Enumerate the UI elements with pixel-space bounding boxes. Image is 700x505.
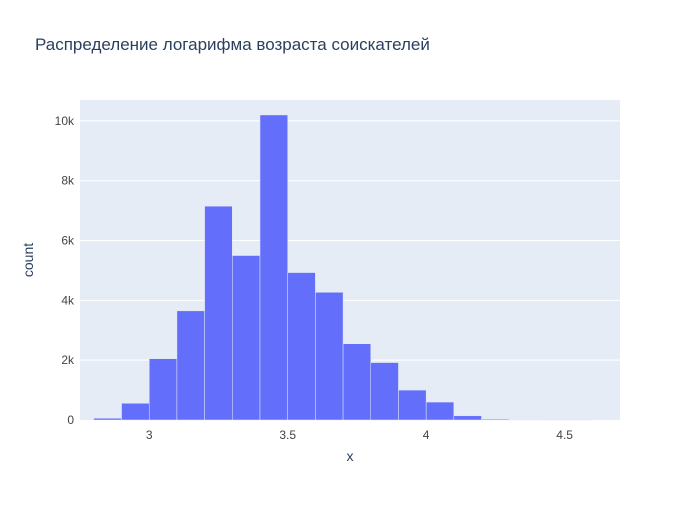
y-tick-label: 2k bbox=[61, 353, 75, 367]
histogram-bar bbox=[454, 416, 482, 420]
y-tick-label: 10k bbox=[55, 114, 75, 128]
y-tick-label: 0 bbox=[67, 413, 74, 427]
histogram-bar bbox=[205, 206, 233, 420]
histogram-bar bbox=[315, 292, 343, 420]
histogram-bar bbox=[177, 311, 205, 420]
histogram-bar bbox=[232, 256, 260, 420]
y-axis-ticks: 0 2k 4k 6k 8k 10k bbox=[55, 114, 75, 427]
histogram-bar bbox=[426, 402, 454, 420]
histogram-bar bbox=[371, 363, 399, 420]
x-tick-label: 4 bbox=[423, 428, 430, 442]
x-tick-label: 4.5 bbox=[556, 428, 573, 442]
histogram-bar bbox=[398, 390, 426, 420]
x-axis-ticks: 3 3.5 4 4.5 bbox=[146, 428, 573, 442]
y-tick-label: 8k bbox=[61, 174, 75, 188]
x-tick-label: 3 bbox=[146, 428, 153, 442]
y-axis-label: count bbox=[20, 243, 36, 277]
histogram-bar bbox=[288, 273, 316, 420]
histogram-bar bbox=[122, 403, 150, 420]
y-tick-label: 6k bbox=[61, 234, 75, 248]
histogram-bar bbox=[149, 359, 177, 420]
histogram-bar bbox=[482, 419, 510, 420]
x-axis-label: x bbox=[347, 448, 354, 464]
chart-title: Распределение логарифма возраста соискат… bbox=[35, 35, 430, 54]
y-tick-label: 4k bbox=[61, 293, 75, 307]
histogram-bar bbox=[260, 115, 288, 420]
x-tick-label: 3.5 bbox=[279, 428, 296, 442]
histogram-bar bbox=[94, 418, 122, 420]
histogram-bar bbox=[343, 344, 371, 420]
